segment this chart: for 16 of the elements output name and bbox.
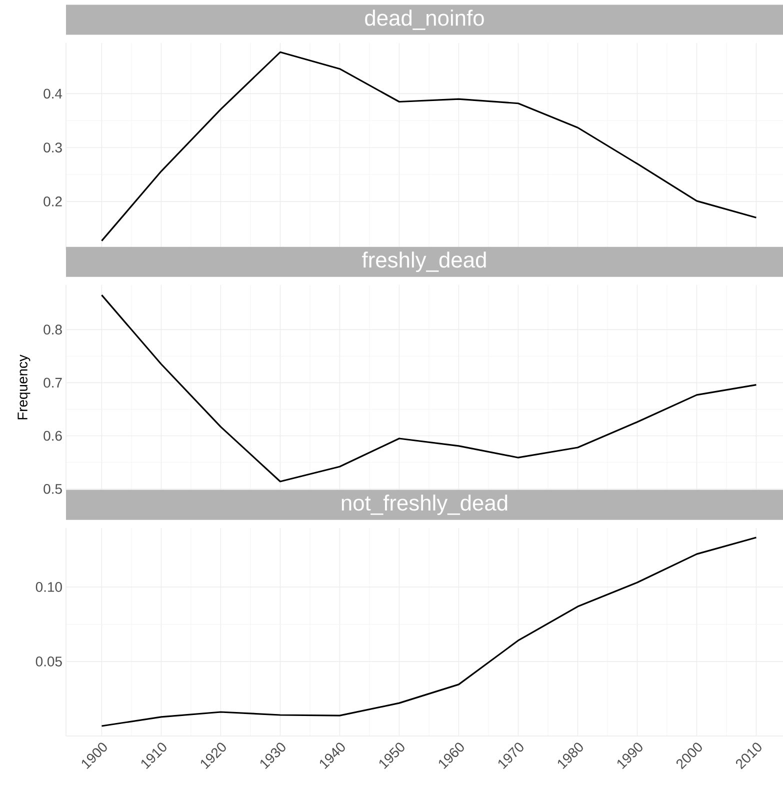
y-tick-label: 0.6 <box>44 430 62 441</box>
line-series <box>100 294 758 482</box>
y-tick-label: 0.05 <box>36 656 62 666</box>
y-tick-label: 0.4 <box>44 88 62 99</box>
y-tick-label: 0.10 <box>36 582 62 592</box>
y-tick-label: 0.3 <box>44 142 62 153</box>
y-axis-title: Frequency <box>18 354 30 420</box>
chart-title: freshly_dead <box>362 252 486 272</box>
y-tick-label: 0.2 <box>44 196 62 206</box>
chart-title: not_freshly_dead <box>342 494 508 516</box>
y-tick-label: 0.8 <box>44 324 62 335</box>
line-series <box>100 536 758 727</box>
y-tick-label: 0.7 <box>44 378 62 388</box>
y-tick-label: 0.5 <box>44 484 62 494</box>
chart-title: dead_noinfo <box>365 10 484 30</box>
line-series <box>100 51 758 242</box>
